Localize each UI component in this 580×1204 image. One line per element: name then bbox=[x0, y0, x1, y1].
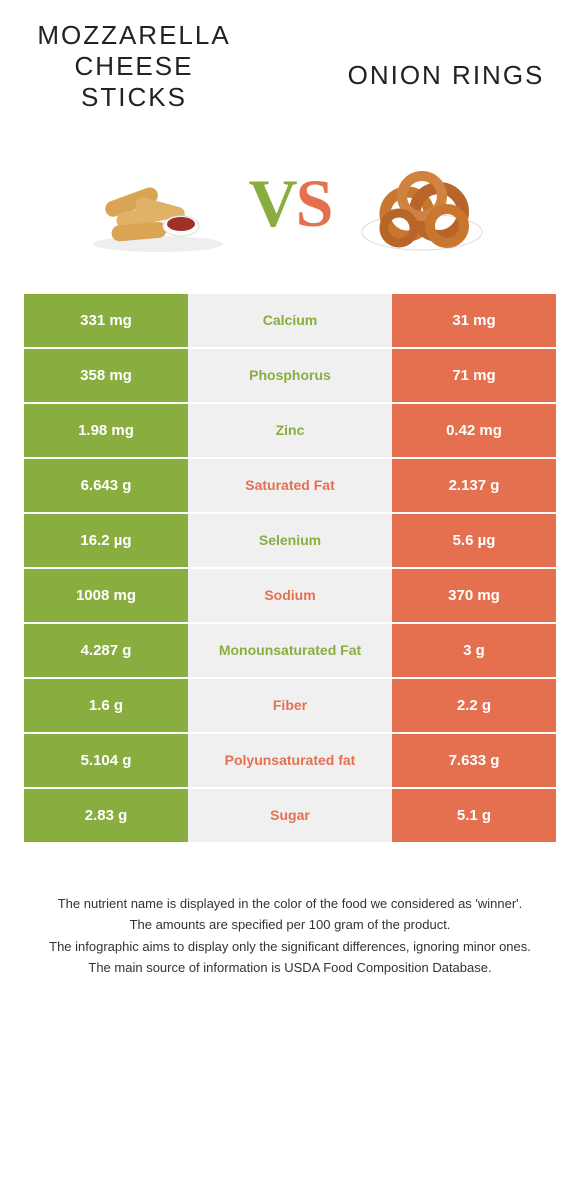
vs-label: VS bbox=[249, 164, 332, 243]
footer-line: The amounts are specified per 100 gram o… bbox=[34, 915, 546, 935]
left-value: 1.98 mg bbox=[24, 404, 188, 457]
right-value: 7.633 g bbox=[392, 734, 556, 787]
table-row: 1.98 mgZinc0.42 mg bbox=[24, 404, 556, 459]
nutrient-name: Monounsaturated Fat bbox=[188, 624, 392, 677]
table-row: 1.6 gFiber2.2 g bbox=[24, 679, 556, 734]
onion-rings-image bbox=[347, 154, 497, 254]
nutrient-name: Selenium bbox=[188, 514, 392, 567]
right-value: 31 mg bbox=[392, 294, 556, 347]
right-value: 5.1 g bbox=[392, 789, 556, 842]
right-value: 370 mg bbox=[392, 569, 556, 622]
nutrient-name: Polyunsaturated fat bbox=[188, 734, 392, 787]
left-value: 331 mg bbox=[24, 294, 188, 347]
right-value: 5.6 µg bbox=[392, 514, 556, 567]
table-row: 2.83 gSugar5.1 g bbox=[24, 789, 556, 844]
nutrient-name: Sodium bbox=[188, 569, 392, 622]
left-value: 5.104 g bbox=[24, 734, 188, 787]
right-value: 3 g bbox=[392, 624, 556, 677]
left-value: 1008 mg bbox=[24, 569, 188, 622]
left-value: 6.643 g bbox=[24, 459, 188, 512]
mozzarella-sticks-image bbox=[83, 154, 233, 254]
table-row: 1008 mgSodium370 mg bbox=[24, 569, 556, 624]
nutrient-name: Calcium bbox=[188, 294, 392, 347]
nutrient-name: Phosphorus bbox=[188, 349, 392, 402]
right-value: 0.42 mg bbox=[392, 404, 556, 457]
nutrient-name: Zinc bbox=[188, 404, 392, 457]
header: MOZZARELLA CHEESE STICKS ONION RINGS bbox=[24, 20, 556, 114]
vs-v: V bbox=[249, 164, 296, 243]
vs-s: S bbox=[296, 164, 332, 243]
table-row: 16.2 µgSelenium5.6 µg bbox=[24, 514, 556, 569]
nutrient-name: Saturated Fat bbox=[188, 459, 392, 512]
left-value: 1.6 g bbox=[24, 679, 188, 732]
table-row: 331 mgCalcium31 mg bbox=[24, 294, 556, 349]
footer-line: The main source of information is USDA F… bbox=[34, 958, 546, 978]
footer-line: The infographic aims to display only the… bbox=[34, 937, 546, 957]
title-right: ONION RINGS bbox=[336, 60, 556, 91]
left-value: 16.2 µg bbox=[24, 514, 188, 567]
right-value: 2.2 g bbox=[392, 679, 556, 732]
title-left: MOZZARELLA CHEESE STICKS bbox=[24, 20, 244, 114]
left-value: 4.287 g bbox=[24, 624, 188, 677]
nutrient-name: Fiber bbox=[188, 679, 392, 732]
nutrient-name: Sugar bbox=[188, 789, 392, 842]
table-row: 358 mgPhosphorus71 mg bbox=[24, 349, 556, 404]
vs-row: VS bbox=[24, 154, 556, 254]
right-value: 71 mg bbox=[392, 349, 556, 402]
table-row: 6.643 gSaturated Fat2.137 g bbox=[24, 459, 556, 514]
left-value: 358 mg bbox=[24, 349, 188, 402]
nutrient-table: 331 mgCalcium31 mg358 mgPhosphorus71 mg1… bbox=[24, 294, 556, 844]
footer-line: The nutrient name is displayed in the co… bbox=[34, 894, 546, 914]
table-row: 4.287 gMonounsaturated Fat3 g bbox=[24, 624, 556, 679]
left-value: 2.83 g bbox=[24, 789, 188, 842]
right-value: 2.137 g bbox=[392, 459, 556, 512]
table-row: 5.104 gPolyunsaturated fat7.633 g bbox=[24, 734, 556, 789]
footer: The nutrient name is displayed in the co… bbox=[24, 894, 556, 978]
